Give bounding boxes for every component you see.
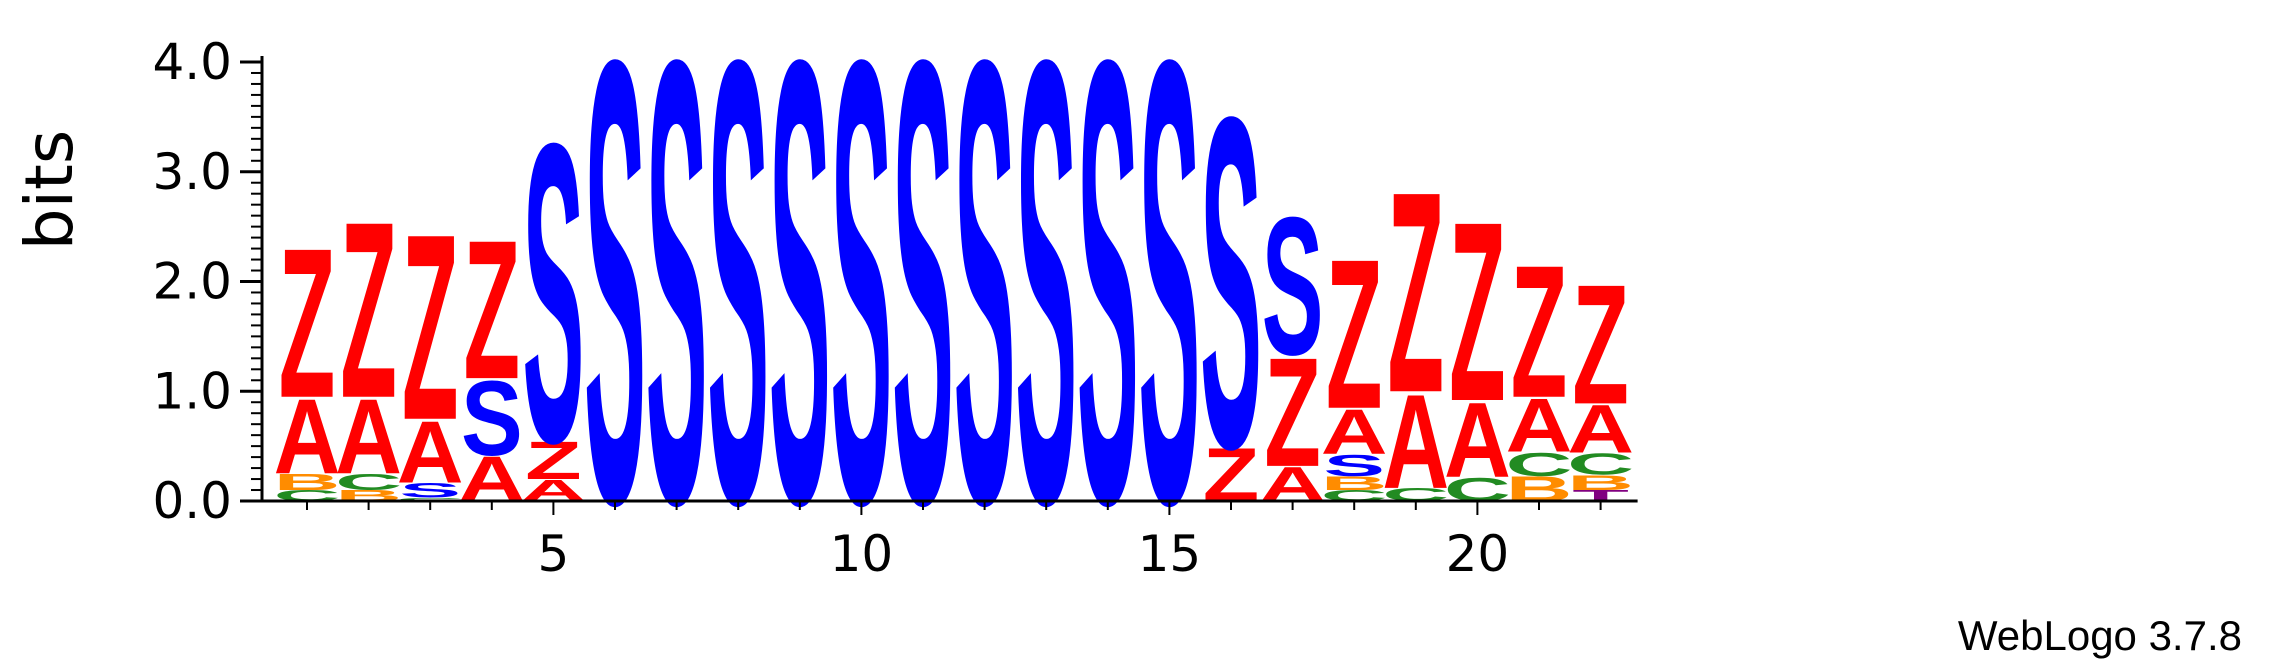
y-tick-label: 4.0 [152,33,232,91]
x-tick-label-5: 5 [537,525,569,583]
axes: 0.0 1.0 2.0 3.0 4.0 5 10 15 20 [152,33,1638,583]
glyph-s-pos-5: S [523,55,585,532]
glyph-s-pos-11: S [892,0,954,635]
glyph-s-pos-7: S [646,0,708,635]
weblogo-credit: WebLogo 3.7.8 [1958,612,2242,659]
glyph-c-pos-2: C [335,470,402,495]
y-tick-label: 0.0 [152,472,232,530]
glyph-z-pos-22: Z [1572,250,1629,440]
glyph-a-pos-18: A [1321,396,1388,468]
y-axis-title: bits [11,130,88,251]
glyph-b-pos-18: B [1321,472,1388,494]
glyph-z-pos-21: Z [1511,225,1568,437]
glyph-s-pos-10: S [831,0,893,635]
glyph-s-pos-13: S [1015,0,1077,635]
glyph-s-pos-18: S [1323,448,1385,482]
glyph-a-pos-22: A [1567,391,1634,468]
glyph-z-pos-18: Z [1326,214,1383,453]
glyph-z-pos-17: Z [1264,326,1321,500]
glyph-a-pos-3: A [397,403,464,502]
y-tick-label: 2.0 [152,253,232,311]
glyph-a-pos-20: A [1444,382,1511,501]
glyph-s-pos-8: S [707,0,769,635]
glyph-s-pos-4: S [461,360,523,479]
glyph-c-pos-3: C [397,497,464,502]
glyph-a-pos-2: A [335,378,402,497]
y-tick-label: 1.0 [152,362,232,420]
glyph-s-pos-9: S [769,0,831,635]
glyph-z-pos-19: Z [1388,133,1445,453]
glyph-z-pos-2: Z [340,170,397,451]
glyph-c-pos-21: C [1506,445,1573,483]
glyph-a-pos-19: A [1382,368,1449,517]
glyph-s-pos-17: S [1262,176,1324,396]
y-tick-label: 3.0 [152,143,232,201]
glyph-a-pos-21: A [1506,382,1573,467]
glyph-b-pos-22: B [1567,471,1634,495]
glyph-s-pos-14: S [1077,0,1139,635]
glyph-s-pos-3: S [399,479,461,503]
x-tick-label-10: 10 [830,525,894,583]
glyph-s-pos-12: S [954,0,1016,635]
x-tick-label-20: 20 [1446,525,1510,583]
glyph-z-pos-3: Z [402,180,459,476]
glyph-s-pos-6: S [584,0,646,635]
glyph-z-pos-5: Z [525,432,582,491]
glyph-s-pos-16: S [1200,20,1262,547]
glyph-b-pos-1: B [274,470,341,495]
glyph-z-pos-4: Z [464,199,521,421]
glyph-z-pos-1: Z [279,203,336,442]
glyph-z-pos-20: Z [1449,169,1506,455]
glyph-a-pos-1: A [274,378,341,497]
glyph-s-pos-15: S [1139,0,1201,635]
glyph-c-pos-22: C [1567,447,1634,481]
x-tick-label-15: 15 [1138,525,1202,583]
